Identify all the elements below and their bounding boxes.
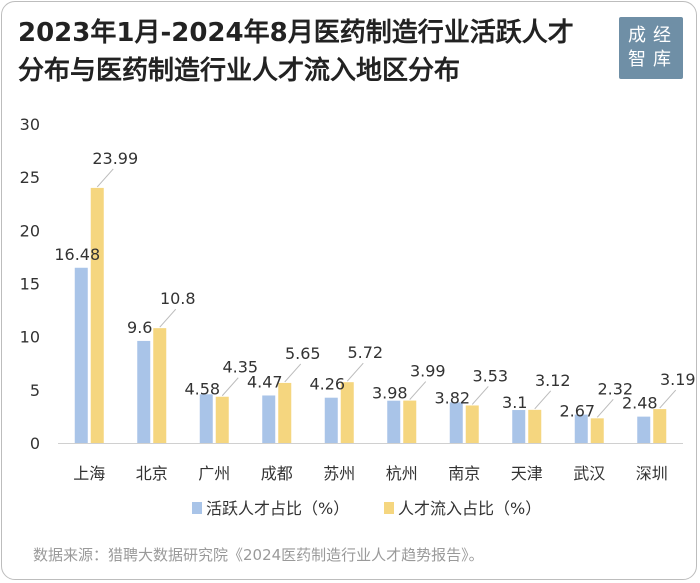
x-tick-label-8: 武汉 [573, 464, 605, 483]
logo-char-4: 库 [653, 49, 671, 70]
value-label-active-0: 16.48 [54, 245, 100, 264]
x-tick-label-2: 广州 [198, 464, 230, 483]
value-label-inflow-7: 3.12 [535, 371, 571, 390]
bar-inflow-9 [653, 409, 667, 443]
value-label-inflow-0: 23.99 [92, 149, 138, 168]
y-tick-label-0: 0 [30, 434, 40, 453]
leader-line-inflow-4 [346, 362, 364, 382]
value-label-active-8: 2.67 [559, 401, 595, 420]
value-label-active-9: 2.48 [622, 394, 658, 413]
legend-label-active: 活跃人才占比（%） [206, 499, 349, 518]
bar-inflow-5 [403, 400, 417, 443]
leader-line-inflow-9 [659, 389, 677, 409]
leader-line-inflow-5 [409, 381, 427, 400]
value-label-inflow-1: 10.8 [160, 289, 196, 308]
bar-active-0 [74, 267, 88, 443]
logo-char-1: 成 [628, 25, 646, 46]
leader-line-inflow-6 [471, 386, 489, 405]
value-label-inflow-5: 3.99 [410, 362, 446, 381]
leader-line-inflow-7 [534, 390, 552, 410]
value-label-active-3: 4.47 [247, 372, 283, 391]
legend-swatch-inflow [384, 502, 394, 514]
bar-inflow-0 [90, 187, 104, 443]
x-tick-label-6: 南京 [448, 464, 480, 483]
y-tick-label-5: 25 [20, 168, 40, 187]
value-label-inflow-6: 3.53 [472, 366, 508, 385]
logo-char-2: 经 [653, 25, 671, 46]
legend-swatch-active [192, 502, 202, 514]
bar-inflow-1 [153, 328, 167, 443]
x-tick-label-4: 苏州 [323, 464, 355, 483]
x-tick-label-1: 北京 [136, 464, 168, 483]
chart-title: 2023年1月-2024年8月医药制造行业活跃人才 分布与医药制造行业人才流入地… [18, 14, 618, 90]
title-line-1: 2023年1月-2024年8月医药制造行业活跃人才 [18, 18, 574, 48]
brand-logo: 成 经 智 库 [619, 17, 683, 79]
leader-line-inflow-0 [96, 168, 114, 188]
x-tick-label-7: 天津 [511, 464, 543, 483]
leader-line-inflow-3 [284, 363, 302, 383]
y-tick-label-6: 30 [20, 115, 40, 134]
x-tick-label-9: 深圳 [636, 464, 668, 483]
bar-active-9 [637, 416, 651, 443]
bar-active-1 [137, 340, 151, 443]
bar-active-5 [387, 400, 401, 443]
bar-active-2 [199, 394, 213, 443]
value-label-active-7: 3.1 [502, 393, 527, 412]
value-label-inflow-8: 2.32 [597, 379, 633, 398]
x-tick-label-3: 成都 [261, 464, 293, 483]
bar-active-8 [574, 414, 588, 443]
y-tick-label-3: 15 [20, 275, 40, 294]
value-label-inflow-3: 5.65 [285, 344, 321, 363]
legend-label-inflow: 人才流入占比（%） [398, 499, 541, 518]
bar-active-7 [512, 410, 526, 443]
y-tick-label-2: 10 [20, 328, 40, 347]
title-line-2: 分布与医药制造行业人才流入地区分布 [18, 56, 461, 86]
x-tick-label-0: 上海 [73, 464, 105, 483]
leader-line-inflow-8 [596, 398, 614, 418]
value-label-inflow-4: 5.72 [347, 343, 383, 362]
bar-active-6 [449, 402, 463, 443]
bar-inflow-4 [340, 382, 354, 443]
value-label-active-2: 4.58 [184, 380, 220, 399]
leader-line-inflow-1 [159, 308, 177, 328]
bar-inflow-3 [278, 382, 292, 443]
x-tick-label-5: 杭州 [386, 464, 418, 483]
bar-inflow-8 [590, 418, 604, 443]
value-label-inflow-9: 3.19 [660, 370, 696, 389]
leader-line-inflow-2 [221, 377, 239, 397]
y-tick-label-1: 5 [30, 381, 40, 400]
bar-active-3 [262, 395, 276, 443]
value-label-active-4: 4.26 [309, 375, 345, 394]
bar-inflow-6 [465, 405, 479, 443]
logo-char-3: 智 [628, 49, 646, 70]
value-label-active-5: 3.98 [372, 384, 408, 403]
value-label-inflow-2: 4.35 [222, 358, 258, 377]
bar-inflow-2 [215, 396, 229, 443]
bar-inflow-7 [528, 409, 542, 443]
y-tick-label-4: 20 [20, 221, 40, 240]
value-label-active-1: 9.6 [127, 318, 152, 337]
bar-active-4 [324, 397, 338, 443]
data-source-note: 数据来源：猎聘大数据研究院《2024医药制造行业人才趋势报告》。 [33, 546, 484, 564]
value-label-active-6: 3.82 [434, 388, 470, 407]
